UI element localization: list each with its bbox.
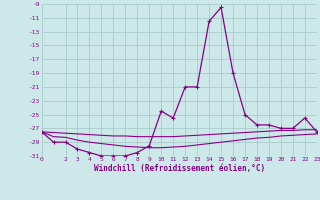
- X-axis label: Windchill (Refroidissement éolien,°C): Windchill (Refroidissement éolien,°C): [94, 164, 265, 173]
